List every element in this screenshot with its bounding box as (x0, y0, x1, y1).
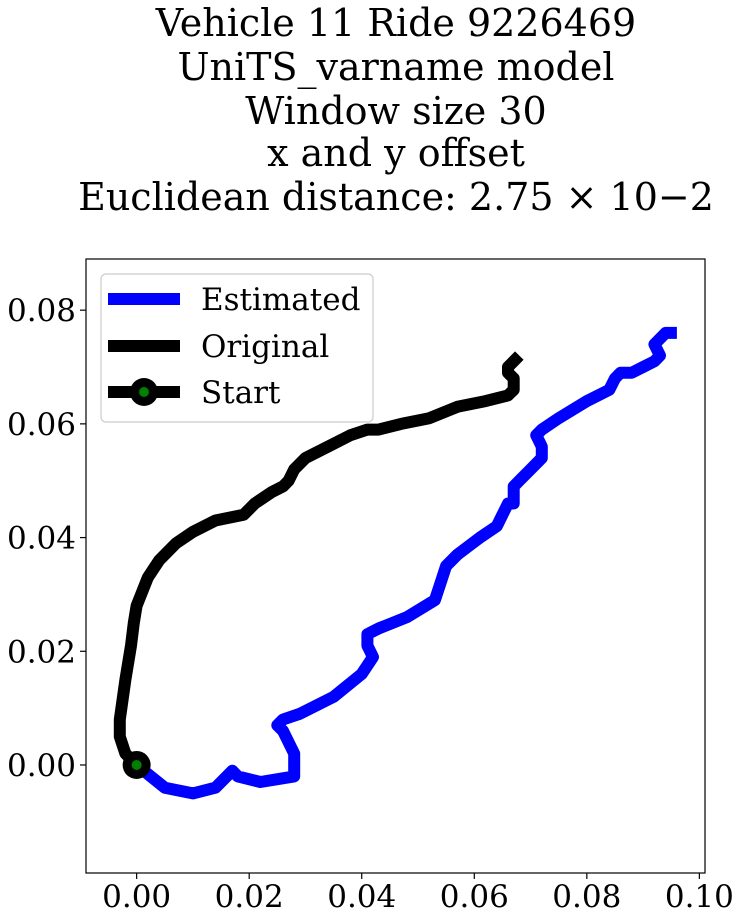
legend-frame (100, 273, 374, 423)
x-tick-label: 0.00 (102, 879, 171, 915)
legend: Estimated Original Start (100, 273, 374, 423)
x-tick-label: 0.08 (552, 879, 621, 915)
y-tick-label: 0.02 (7, 634, 76, 670)
x-tick-label: 0.10 (665, 879, 734, 915)
title-line-2: UniTS_varname model (178, 45, 615, 90)
legend-start-marker-center (139, 387, 149, 397)
legend-original-label: Original (201, 329, 329, 365)
title-line-1: Vehicle 11 Ride 9226469 (155, 1, 636, 45)
series-line-estimated (132, 326, 677, 800)
y-tick-label: 0.06 (7, 407, 76, 443)
axes: 0.00 0.02 0.04 0.06 0.08 0.10 0.00 0.02 0.04 0.06… (7, 293, 734, 915)
title-line-4: x and y offset (267, 131, 525, 175)
chart-title: Vehicle 11 Ride 9226469 UniTS_varname mo… (78, 1, 714, 219)
x-tick-label: 0.02 (215, 879, 284, 915)
x-tick-label: 0.06 (440, 879, 509, 915)
legend-estimated-label: Estimated (201, 282, 360, 318)
legend-start-label: Start (201, 375, 281, 411)
start-marker-center (131, 759, 142, 770)
title-line-5: Euclidean distance: 2.75 × 10−2 (78, 175, 714, 219)
series-line-original (113, 351, 524, 770)
x-tick-label: 0.04 (327, 879, 396, 915)
title-line-3: Window size 30 (245, 89, 546, 133)
y-tick-label: 0.00 (7, 748, 76, 784)
y-tick-label: 0.04 (7, 521, 76, 557)
data-layer (113, 326, 677, 800)
y-tick-label: 0.08 (7, 293, 76, 329)
